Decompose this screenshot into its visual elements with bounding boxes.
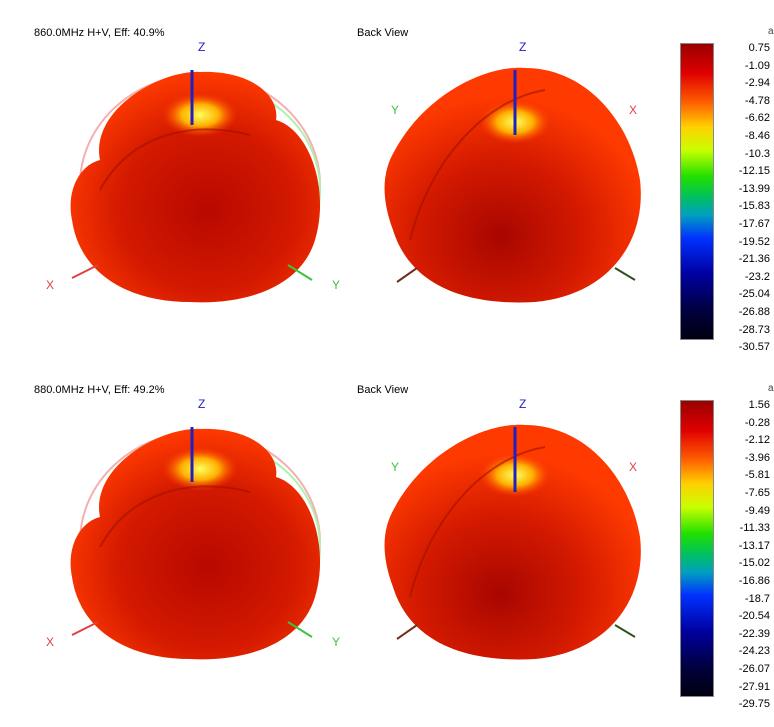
row2-front-pattern-view[interactable]: Z X Y (40, 397, 360, 727)
scale-label: -18.7 (744, 592, 770, 605)
x-axis-label: X (46, 635, 55, 649)
scale-label: -30.57 (738, 341, 770, 354)
scale-label: -4.78 (744, 94, 770, 107)
scale-label: -8.46 (744, 130, 770, 142)
row1-color-scale-bar (680, 43, 714, 340)
x-axis-line (396, 267, 418, 283)
scale-label: -17.67 (738, 218, 770, 230)
scale-label: -29.75 (738, 698, 770, 711)
y-axis-label: Y (332, 635, 341, 649)
radiation-pattern-surface (70, 71, 321, 303)
z-axis-label: Z (519, 397, 527, 411)
row1-front-pattern-view[interactable]: Z X Y (40, 40, 360, 370)
scale-label: -26.88 (738, 306, 770, 318)
x-axis-line (71, 264, 99, 279)
scale-label: -5.81 (744, 469, 770, 482)
scale-label: -19.52 (738, 235, 770, 248)
scale-label: -15.02 (738, 557, 770, 570)
scale-label: -24.23 (738, 645, 770, 658)
scale-label: -13.99 (738, 182, 770, 195)
y-axis-line (287, 621, 313, 638)
z-axis-label: Z (198, 40, 206, 54)
scale-label: -11.33 (739, 522, 770, 535)
y-axis-label: Y (391, 460, 400, 474)
row2-title: 880.0MHz H+V, Eff: 49.2% (34, 384, 165, 396)
row1-title: 860.0MHz H+V, Eff: 40.9% (34, 27, 165, 39)
scale-label: -7.65 (744, 487, 770, 499)
row2-scale-labels: 1.56 -0.28 -2.12 -3.96 -5.81 -7.65 -9.49… (722, 399, 770, 710)
scale-label: -1.09 (744, 59, 770, 72)
radiation-pattern-surface (70, 428, 321, 660)
scale-label: -26.07 (738, 663, 770, 675)
x-axis-line (396, 624, 418, 640)
scale-label: -13.17 (738, 539, 770, 552)
row2-back-view-title: Back View (357, 384, 409, 396)
row2-back-pattern-view[interactable]: Z Y X (355, 397, 675, 727)
y-axis-label: Y (391, 103, 400, 117)
z-axis-label: Z (519, 40, 527, 54)
x-axis-label: X (629, 460, 638, 474)
scale-label: 1.56 (748, 399, 770, 411)
scale-label: -16.86 (738, 575, 770, 587)
scale-label: -22.39 (738, 627, 770, 640)
scale-label: -0.28 (744, 416, 770, 429)
x-axis-label: X (46, 278, 55, 292)
radiation-pattern-surface (384, 424, 641, 660)
x-axis-label: X (629, 103, 638, 117)
radiation-pattern-surface (384, 67, 641, 303)
scale-label: -6.62 (744, 112, 770, 125)
scale-label: -2.94 (744, 77, 770, 90)
scale-label: -15.83 (738, 200, 770, 213)
z-axis-label: Z (198, 397, 206, 411)
row1-back-pattern-view[interactable]: Z Y X (355, 40, 675, 370)
row1-scale-labels: 0.75 -1.09 -2.94 -4.78 -6.62 -8.46 -10.3… (722, 42, 770, 353)
y-axis-line (614, 624, 636, 638)
scale-label: -12.15 (738, 165, 770, 178)
scale-label: -28.73 (738, 323, 770, 336)
y-axis-line (614, 267, 636, 281)
scale-label: -20.54 (738, 610, 770, 623)
scale-label: -21.36 (738, 253, 770, 266)
row2-corner-mark: a (768, 383, 774, 394)
y-axis-label: Y (332, 278, 341, 292)
row2-color-scale-bar (680, 400, 714, 697)
scale-label: -2.12 (744, 434, 770, 447)
row1-corner-mark: a (768, 26, 774, 37)
x-axis-line (71, 621, 99, 636)
scale-label: -25.04 (738, 288, 770, 301)
scale-label: -9.49 (744, 504, 770, 517)
scale-label: 0.75 (748, 42, 770, 54)
scale-label: -10.3 (744, 147, 770, 160)
row1-back-view-title: Back View (357, 27, 409, 39)
scale-label: -27.91 (738, 680, 770, 693)
y-axis-line (287, 264, 313, 281)
scale-label: -23.2 (744, 270, 770, 283)
scale-label: -3.96 (744, 451, 770, 464)
